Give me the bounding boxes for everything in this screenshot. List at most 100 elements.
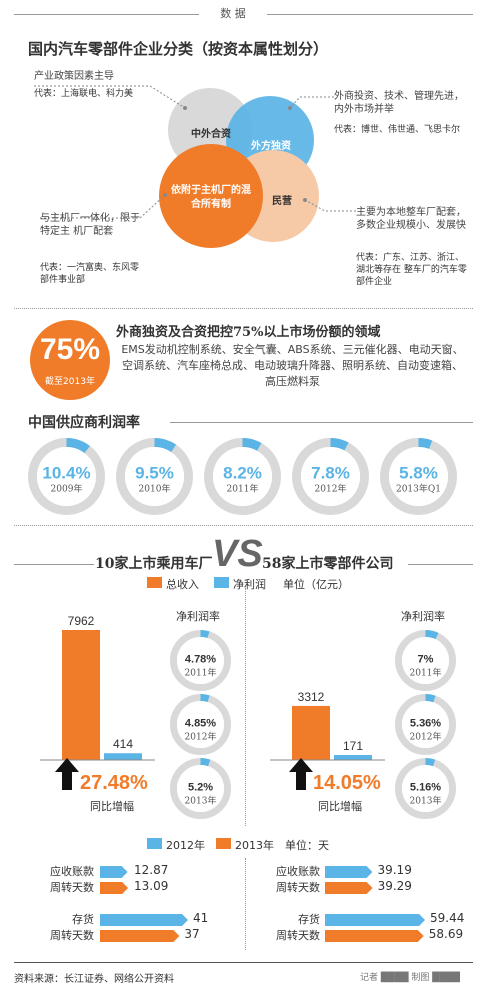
- vs-label: VS: [212, 533, 263, 575]
- ring-value: 5.2%: [188, 782, 213, 794]
- divider-1: [14, 308, 473, 309]
- right-ar-2012-bar: [325, 866, 372, 878]
- legend-profit-label: 净利润: [233, 578, 266, 591]
- left-inv-label-1: 存货: [72, 913, 94, 926]
- margin-ring: 5.2%2013年: [170, 758, 231, 819]
- section1-title: 国内汽车零部件企业分类（按资本属性划分）: [28, 40, 329, 58]
- left-ar-2013-bar: [100, 882, 128, 894]
- margin-ring: 7.8%2012年: [292, 438, 369, 515]
- margin-ring: 5.36%2012年: [395, 694, 456, 755]
- supplier-margin-rings: 10.4% 2009年 9.5% 2010年 8.2% 2011年 7.8% 2012年 5.8…: [14, 436, 473, 516]
- ring-year: 2013年Q1: [396, 483, 441, 495]
- ring-year: 2013年: [185, 795, 217, 807]
- margin-ring: 8.2%2011年: [204, 438, 281, 515]
- jv-label: 中外合资: [191, 129, 231, 140]
- header-rule-left: [14, 14, 199, 15]
- profit-label: 414: [113, 737, 133, 751]
- header-rule-right: [267, 14, 473, 15]
- right-ar-label: 应收账款 周转天数: [255, 864, 320, 896]
- margin-ring: 4.85%2012年: [170, 694, 231, 755]
- margin-ring: 5.8%2013年Q1: [380, 438, 457, 515]
- legend-days-unit: 单位：天: [285, 839, 329, 852]
- right-inv-2012-bar: [325, 914, 425, 926]
- right-revenue-profit-chart: 3312 171: [270, 690, 385, 761]
- ring-fill: [116, 438, 193, 515]
- left-margin-rings: 4.78% 2011年 4.85% 2012年 5.2% 2013年: [168, 628, 231, 828]
- right-inv-2013-value: 58.69: [428, 927, 464, 941]
- revenue-bar: [292, 705, 330, 760]
- legend-2012-swatch: [147, 838, 162, 849]
- share-badge: [30, 320, 110, 400]
- right-bottom-rep: 代表：广东、江苏、浙江、湖北等存在 整车厂的汽车零部件企业: [356, 253, 467, 287]
- right-ar-2012-value: 39.19: [377, 863, 412, 877]
- right-inv-2013-bar: [325, 930, 424, 942]
- ring-fill: [395, 694, 456, 755]
- revenue-label: 7962: [68, 614, 95, 628]
- left-inv-2013-value: 37: [184, 927, 200, 941]
- private-label: 民营: [272, 196, 292, 207]
- center-divider-2: [245, 858, 246, 950]
- center-divider: [245, 588, 246, 826]
- revenue-bar: [62, 630, 100, 760]
- profit-bar: [104, 753, 142, 760]
- ring-value: 4.78%: [185, 654, 216, 666]
- ring-year: 2013年: [410, 795, 442, 807]
- margin-ring: 10.4%2009年: [28, 438, 105, 515]
- legend-unit: 单位（亿元）: [283, 578, 349, 591]
- section3-rule: [170, 422, 473, 423]
- ring-year: 2011年: [410, 667, 442, 679]
- ring-value: 5.8%: [399, 464, 438, 483]
- footer-source: 资料来源：长江证券、网络公开资料: [14, 974, 174, 985]
- connector-left-top: [34, 85, 186, 109]
- left-top-desc: 产业政策因素主导: [34, 71, 114, 82]
- left-inv-2013-bar: [100, 930, 179, 942]
- right-ar-label-1: 应收账款: [276, 865, 320, 878]
- ring-year: 2011年: [185, 667, 217, 679]
- ring-year: 2012年: [315, 483, 347, 495]
- mixed-label: 依附于主机厂的混合所有制: [171, 185, 251, 210]
- left-group-title: 10家上市乘用车厂: [95, 556, 213, 572]
- right-growth-label: 同比增幅: [318, 800, 362, 813]
- profit-label: 171: [343, 739, 363, 753]
- right-arrow-stem: [296, 770, 306, 790]
- left-revenue-profit-chart: 7962 414: [40, 614, 155, 761]
- divider-2: [14, 525, 473, 526]
- margin-ring: 9.5%2010年: [116, 438, 193, 515]
- right-margin-title: 净利润率: [401, 610, 445, 623]
- ring-value: 5.16%: [410, 782, 441, 794]
- left-inv-label-2: 周转天数: [50, 929, 94, 942]
- ring-value: 4.85%: [185, 718, 216, 730]
- section2-body: EMS发动机控制系统、安全气囊、ABS系统、三元催化器、电动天窗、空调系统、汽车…: [121, 343, 464, 388]
- right-inv-2012-value: 59.44: [430, 911, 465, 925]
- right-ar-label-2: 周转天数: [276, 881, 320, 894]
- section2-title: 外商独资及合资把控75%以上市场份额的领域: [116, 325, 381, 340]
- left-top-rep: 代表：上海联电、科力美: [34, 89, 134, 99]
- ring-value: 7%: [418, 654, 434, 666]
- share-sub: 截至2013年: [45, 377, 95, 387]
- right-top-rep: 代表：博世、伟世通、飞思卡尔: [334, 125, 461, 135]
- left-inv-2012-bar: [100, 914, 188, 926]
- ring-fill: [170, 630, 231, 691]
- ring-value: 9.5%: [135, 464, 174, 483]
- ring-fill: [395, 630, 456, 691]
- right-inv-label-2: 周转天数: [276, 929, 320, 942]
- margin-ring: 4.78%2011年: [170, 630, 231, 691]
- margin-ring: 5.16%2013年: [395, 758, 456, 819]
- section3-title: 中国供应商利润率: [28, 415, 140, 431]
- ring-fill: [380, 438, 457, 515]
- legend-revenue-label: 总收入: [166, 578, 199, 591]
- right-top-desc: 外商投资、技术、管理先进，内外市场并举: [334, 91, 464, 115]
- legend-profit-swatch: [214, 577, 229, 588]
- ring-value: 7.8%: [311, 464, 350, 483]
- right-inv-label-1: 存货: [298, 913, 320, 926]
- right-ar-2013-bar: [325, 882, 373, 894]
- right-group-title: 58家上市零部件公司: [262, 556, 394, 572]
- ring-fill: [170, 694, 231, 755]
- share-value: 75%: [39, 333, 101, 366]
- left-ar-label-1: 应收账款: [50, 865, 94, 878]
- left-growth-value: 27.48%: [80, 772, 148, 794]
- ring-fill: [395, 758, 456, 819]
- right-growth-value: 14.05%: [313, 772, 381, 794]
- foreign-label: 外方独资: [251, 141, 291, 152]
- up-arrow-icon-right: [289, 758, 313, 772]
